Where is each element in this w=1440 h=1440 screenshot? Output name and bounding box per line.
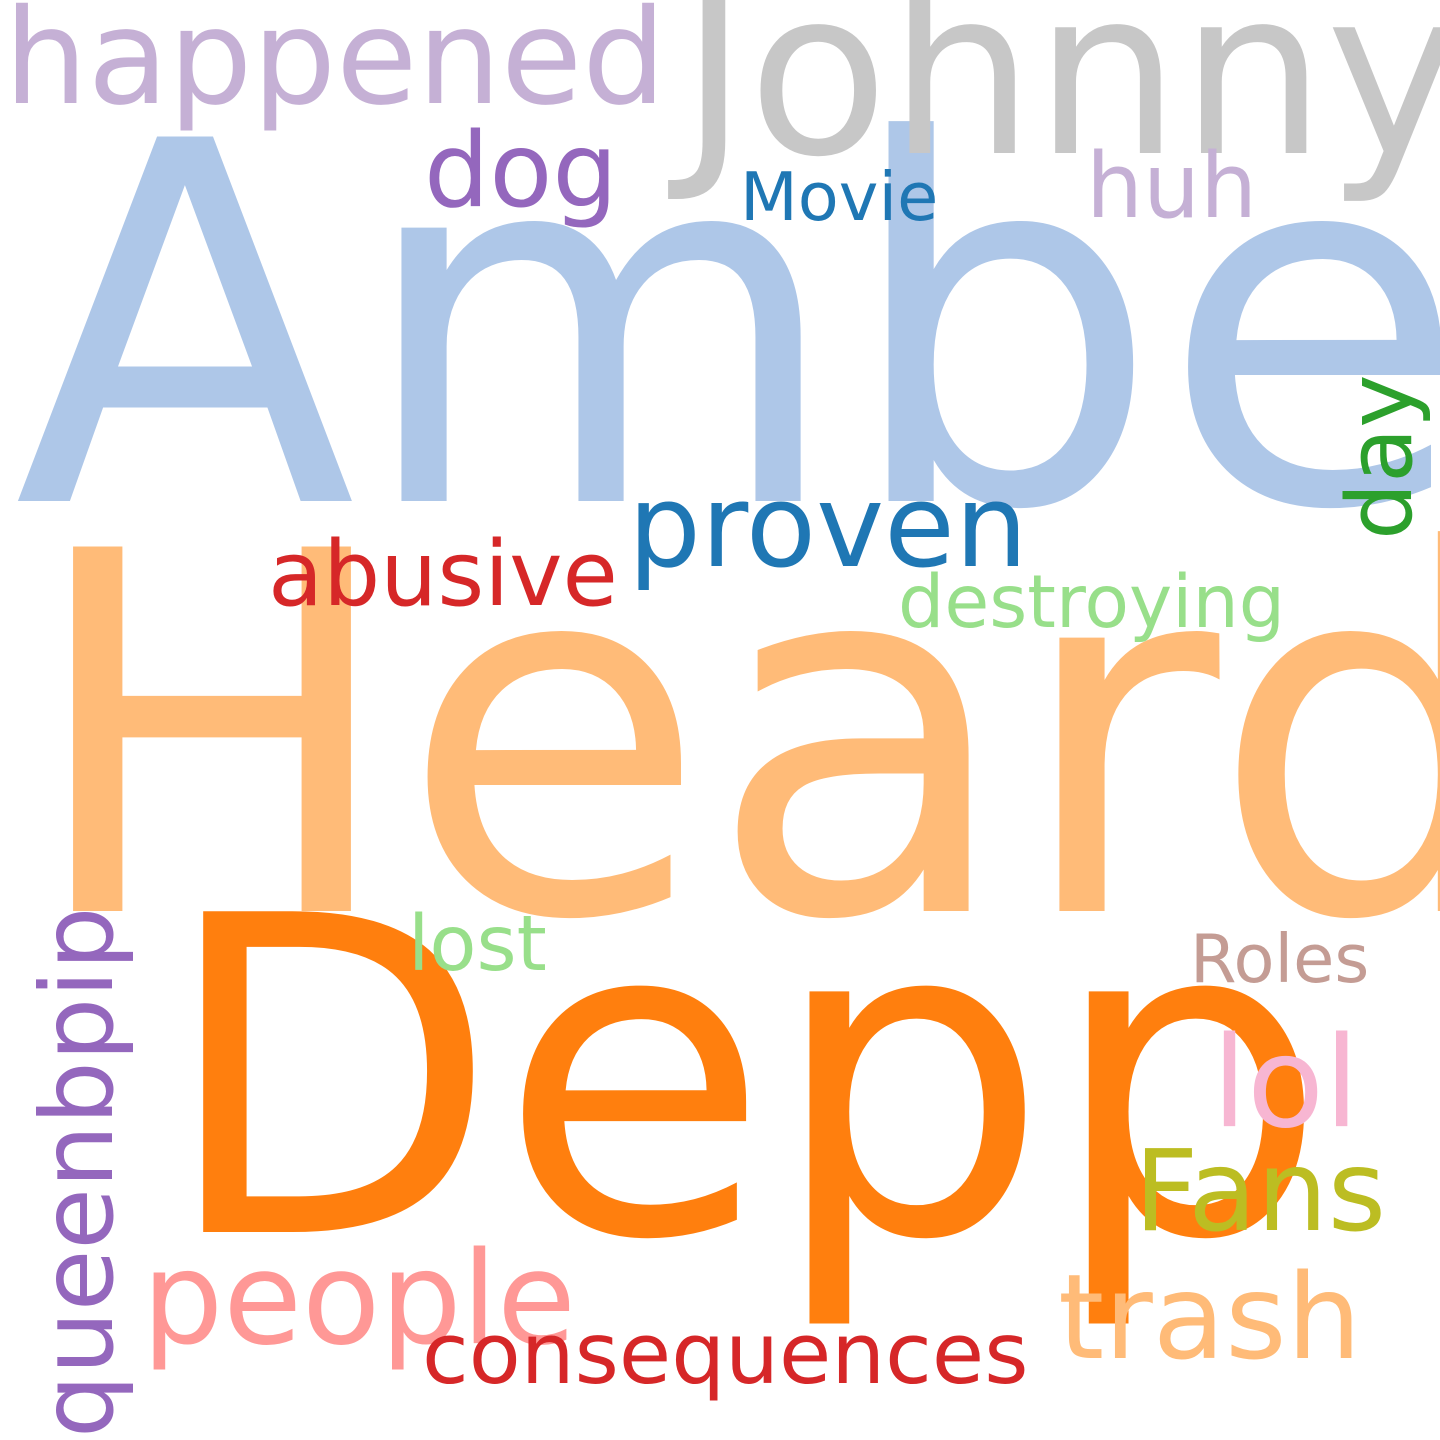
word-fans: Fans (1134, 1127, 1387, 1257)
word-trash: trash (1058, 1248, 1362, 1386)
word-heard: Heard (24, 447, 1440, 1029)
word-happened: happened (4, 0, 666, 135)
word-queenbpip: queenbpip (19, 906, 136, 1439)
word-dog: dog (424, 111, 618, 231)
word-abusive: abusive (268, 522, 618, 627)
word-destroying: destroying (898, 560, 1286, 645)
word-depp: Depp (160, 824, 1329, 1336)
word-roles: Roles (1190, 920, 1370, 998)
word-day: day (1328, 374, 1433, 540)
word-proven: proven (628, 460, 1028, 594)
word-lost: lost (408, 900, 547, 989)
word-huh: huh (1086, 134, 1258, 239)
word-lol: lol (1212, 1009, 1360, 1156)
word-movie: Movie (740, 158, 939, 236)
word-amber: Amber (14, 37, 1440, 619)
word-johnny: Johnny (680, 0, 1440, 208)
word-consequences: consequences (422, 1305, 1029, 1404)
word-people: people (142, 1225, 576, 1374)
